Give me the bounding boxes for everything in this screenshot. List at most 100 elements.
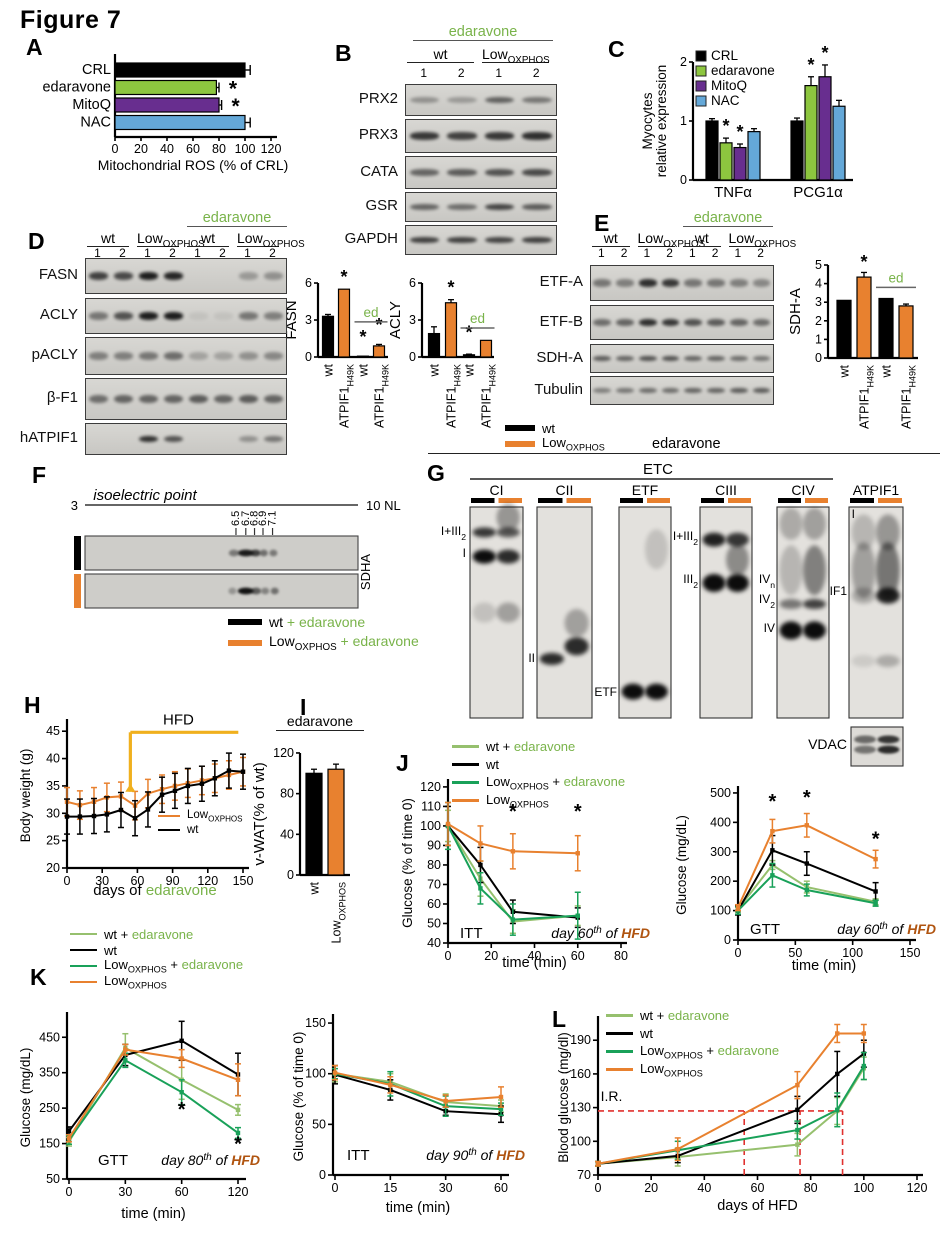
- svg-text:30: 30: [118, 1185, 132, 1199]
- b-blot-row-label: CATA: [360, 163, 398, 180]
- svg-text:7.1: 7.1: [267, 511, 279, 526]
- blot-band: [409, 236, 439, 244]
- blot-band: [638, 318, 657, 327]
- svg-text:40: 40: [280, 827, 294, 841]
- blot-band: [638, 387, 657, 394]
- blot-band: [593, 279, 611, 287]
- d-blot-row-label: hATPIF1: [19, 429, 78, 446]
- svg-text:100: 100: [842, 946, 863, 960]
- blot-band: [684, 387, 702, 394]
- svg-text:ITT: ITT: [460, 925, 483, 942]
- panel-label-i: I: [300, 694, 307, 720]
- svg-text:isoelectric point: isoelectric point: [93, 487, 197, 504]
- blot-band: [188, 312, 208, 320]
- svg-text:120: 120: [261, 142, 282, 156]
- blot-band: [447, 96, 477, 104]
- svg-text:NAC: NAC: [711, 93, 740, 108]
- blot-band: [522, 169, 552, 176]
- eg-edaravone-span-line: [428, 453, 940, 454]
- svg-text:time (min): time (min): [792, 958, 856, 974]
- legend-entry: wt + edaravone: [452, 739, 625, 754]
- svg-text:Glucose (mg/dL): Glucose (mg/dL): [674, 815, 689, 915]
- panel-label-h: H: [24, 692, 41, 718]
- svg-text:ed: ed: [363, 305, 378, 320]
- svg-text:150: 150: [900, 946, 921, 960]
- legend-swatch: [452, 763, 479, 766]
- svg-text:0: 0: [66, 1185, 73, 1199]
- svg-text:wt: wt: [308, 881, 322, 895]
- blot-band: [729, 387, 748, 394]
- panel-label-f: F: [32, 462, 47, 488]
- svg-text:*: *: [722, 116, 729, 136]
- b-blot-row: [405, 84, 557, 116]
- b-lane-number: 1: [420, 66, 428, 80]
- svg-text:3: 3: [815, 295, 822, 309]
- svg-text:CII: CII: [556, 482, 574, 498]
- legend-swatch: [505, 441, 535, 447]
- d-lane-number: 1: [94, 246, 101, 260]
- svg-text:TNFα: TNFα: [714, 184, 752, 201]
- svg-text:wt: wt: [880, 364, 894, 378]
- legend-entry: LowOXPHOS: [505, 435, 605, 453]
- svg-text:CIV: CIV: [791, 482, 815, 498]
- blot-band: [138, 312, 158, 320]
- blot-band: [638, 355, 657, 362]
- svg-text:FASN: FASN: [283, 300, 300, 339]
- svg-text:0: 0: [595, 1181, 602, 1195]
- svg-text:CRL: CRL: [711, 48, 738, 63]
- svg-text:HFD: HFD: [163, 711, 194, 728]
- svg-text:80: 80: [614, 949, 628, 963]
- svg-text:5: 5: [815, 258, 822, 272]
- svg-text:0: 0: [332, 1181, 339, 1195]
- d-lane-number: 1: [194, 246, 201, 260]
- svg-text:*: *: [447, 278, 454, 298]
- blot-band: [447, 169, 477, 176]
- svg-text:120: 120: [273, 746, 294, 760]
- blot-band: [484, 96, 514, 104]
- blot-band: [138, 352, 158, 360]
- d-blot-row-label: β-F1: [46, 389, 78, 406]
- blot-band: [522, 96, 552, 104]
- svg-text:120: 120: [907, 1181, 928, 1195]
- panel-label-d: D: [28, 228, 45, 254]
- svg-text:120: 120: [420, 780, 441, 794]
- svg-text:300: 300: [710, 845, 731, 859]
- blot-band: [484, 132, 514, 140]
- e-group-label: LowOXPHOS: [728, 230, 797, 250]
- svg-text:80: 80: [804, 1181, 818, 1195]
- blot-band: [522, 132, 552, 140]
- svg-text:I: I: [852, 507, 855, 521]
- vwat-chart: 0 40 80 120 v-WAT(% of wt) wt LowOXPHOS: [251, 746, 350, 943]
- svg-text:160: 160: [570, 1067, 591, 1081]
- b-blot-row-label: PRX3: [358, 126, 398, 143]
- svg-text:1: 1: [815, 332, 822, 346]
- e-blot-row-label: Tubulin: [534, 381, 583, 398]
- legend-entry: LowOXPHOS + edaravone: [70, 957, 243, 975]
- panel-label-b: B: [335, 40, 352, 66]
- blot-band: [88, 352, 108, 360]
- blot-band: [138, 272, 158, 280]
- svg-text:ed: ed: [470, 311, 485, 326]
- svg-text:4: 4: [815, 277, 822, 291]
- svg-text:III2: III2: [683, 572, 698, 590]
- blot-band: [593, 318, 611, 327]
- svg-text:0: 0: [112, 142, 119, 156]
- blot-band: [729, 355, 748, 362]
- svg-text:CI: CI: [490, 482, 504, 498]
- e-lane-number: 2: [711, 246, 719, 260]
- svg-text:ATPIF1H49K: ATPIF1H49K: [445, 364, 463, 428]
- svg-text:wt: wt: [357, 363, 371, 377]
- svg-text:30: 30: [46, 806, 60, 820]
- svg-text:10 NL: 10 NL: [366, 498, 401, 513]
- svg-text:110: 110: [421, 799, 441, 813]
- svg-text:time (min): time (min): [121, 1206, 185, 1222]
- e-blot-row-label: ETF-A: [539, 273, 583, 290]
- svg-text:day 80th of HFD: day 80th of HFD: [161, 1152, 260, 1169]
- legend-swatch: [158, 814, 180, 818]
- blot-band: [88, 312, 108, 320]
- blot-band: [484, 236, 514, 244]
- blot-band: [638, 279, 657, 287]
- svg-text:80: 80: [212, 142, 226, 156]
- svg-text:GTT: GTT: [750, 921, 780, 938]
